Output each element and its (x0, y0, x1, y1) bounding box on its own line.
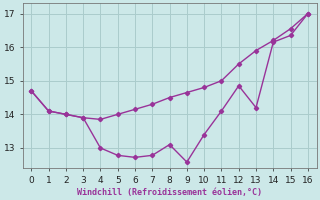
X-axis label: Windchill (Refroidissement éolien,°C): Windchill (Refroidissement éolien,°C) (77, 188, 262, 197)
